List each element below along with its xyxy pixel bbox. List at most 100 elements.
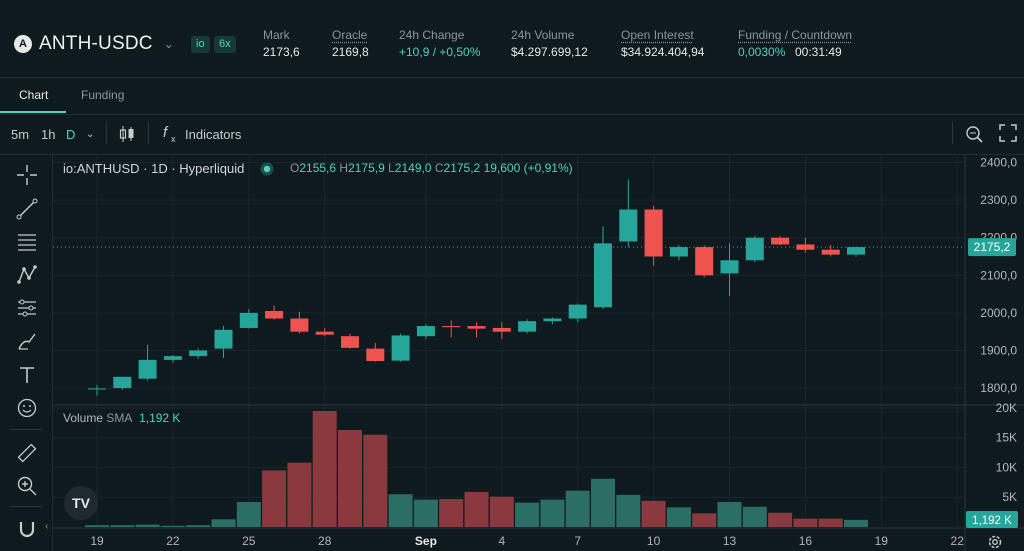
time-tick-label: 22 [166, 534, 180, 548]
candle-body [492, 327, 511, 332]
volume-bar [793, 518, 818, 527]
oracle-value: 2169,8 [332, 45, 369, 59]
chart-legend-title: io:ANTHUSD · 1D · Hyperliquid [63, 161, 245, 176]
legend-visibility-icon[interactable] [259, 161, 275, 177]
tab-funding[interactable]: Funding [81, 88, 125, 102]
pattern-tool-icon[interactable] [14, 262, 40, 288]
funding-countdown: 00:31:49 [795, 45, 842, 59]
candle-type-icon[interactable] [118, 124, 136, 144]
magnet-icon[interactable] [14, 516, 40, 542]
active-tab-indicator [0, 111, 66, 113]
volume-bar [363, 434, 388, 527]
volume-tick-label: 10K [996, 460, 1017, 474]
screenshot-icon[interactable] [964, 124, 984, 144]
toolbar-divider [148, 122, 149, 144]
candle-body [745, 237, 764, 261]
leverage-badge: 6x [214, 36, 236, 53]
candle-body [189, 350, 208, 357]
volume-bar [160, 525, 185, 527]
interval-chevron-down-icon[interactable]: ⌄ [86, 129, 95, 140]
candle-body [619, 209, 638, 242]
volume-bar [262, 470, 287, 527]
volume-bar [742, 506, 767, 527]
candle-body [518, 321, 537, 332]
zoom-in-icon[interactable] [14, 473, 40, 499]
candle-body [416, 326, 435, 337]
volume-bar [768, 512, 793, 527]
settings-gear-icon[interactable] [987, 534, 1003, 550]
symbol-selector[interactable]: A ANTH-USDC ⌄ [14, 33, 174, 55]
exchange-badge: io [191, 36, 210, 53]
fx-icon[interactable]: f [163, 124, 168, 141]
open-interest-value: $34.924.404,94 [621, 45, 705, 59]
time-tick-label: 16 [799, 534, 813, 548]
volume-bar [211, 519, 236, 527]
price-tick-label: 2400,0 [980, 156, 1017, 170]
interval-1h[interactable]: 1h [41, 127, 56, 142]
fib-retracement-icon[interactable] [14, 229, 40, 255]
candle-body [163, 356, 182, 360]
trend-line-icon[interactable] [14, 196, 40, 222]
time-tick-label: Sep [415, 534, 437, 548]
candle-body [644, 209, 663, 257]
interval-1d[interactable]: D [66, 127, 76, 142]
funding-label: Funding / Countdown [738, 28, 853, 42]
candle-body [442, 326, 461, 328]
symbol-logo-icon: A [14, 35, 32, 53]
crosshair-icon[interactable] [14, 162, 40, 188]
volume-bar [135, 524, 160, 527]
forecast-tool-icon[interactable] [14, 295, 40, 321]
time-tick-label: 19 [875, 534, 889, 548]
candle-body [391, 335, 410, 361]
volume-bar [666, 507, 691, 527]
time-tick-label: 25 [242, 534, 256, 548]
candle-body [239, 312, 258, 328]
time-tick-label: 10 [647, 534, 661, 548]
candle-body [720, 260, 739, 274]
volume-bar [818, 518, 843, 527]
mark-label: Mark [263, 28, 290, 42]
volume-bar [616, 494, 641, 527]
volume-bar [641, 500, 666, 527]
candle-body [467, 326, 486, 329]
time-tick-label: 28 [318, 534, 332, 548]
brush-icon[interactable] [14, 328, 40, 354]
candle-body [695, 247, 714, 276]
fullscreen-icon[interactable] [999, 124, 1017, 142]
indicators-button[interactable]: Indicators [185, 127, 242, 142]
ruler-icon[interactable] [14, 440, 40, 466]
tab-chart[interactable]: Chart [19, 88, 49, 102]
tools-divider [10, 429, 42, 430]
candle-body [265, 311, 284, 319]
candle-body [138, 359, 157, 379]
volume-bar [717, 502, 742, 527]
emoji-icon[interactable] [14, 395, 40, 421]
volume-tick-label: 15K [996, 431, 1017, 445]
time-tick-label: 19 [90, 534, 104, 548]
chart-toolbar [0, 114, 1024, 155]
volume-legend: Volume SMA 1,192 K [63, 411, 181, 425]
interval-5m[interactable]: 5m [11, 127, 30, 142]
volume-tick-label: 20K [996, 401, 1017, 415]
volume-bar [236, 502, 261, 527]
open-interest-label: Open Interest [621, 28, 694, 42]
candle-body [113, 376, 132, 389]
volume-bar [844, 519, 868, 527]
price-tick-label: 2300,0 [980, 193, 1017, 207]
volume-value: $4.297.699,12 [511, 45, 588, 59]
last-volume-badge [966, 511, 1018, 528]
candle-body [315, 331, 334, 335]
market-header: A ANTH-USDC ⌄ io 6x Mark 2173,6 Oracle 2… [0, 0, 1024, 78]
volume-bar [565, 490, 590, 527]
tradingview-logo-icon[interactable]: TV [64, 486, 98, 520]
symbol-name: ANTH-USDC [39, 33, 153, 54]
funding-rate-value: 0,0030% [738, 45, 786, 59]
oracle-label: Oracle [332, 28, 368, 42]
last-volume-label: 1,192 K [972, 515, 1012, 527]
price-tick-label: 1900,0 [980, 343, 1017, 357]
text-tool-icon[interactable] [14, 362, 40, 388]
volume-bar [186, 525, 211, 527]
volume-bar [439, 499, 464, 527]
collapse-toolbar-icon[interactable]: ‹ [45, 521, 49, 532]
